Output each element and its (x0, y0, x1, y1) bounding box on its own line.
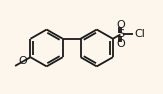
Text: O: O (19, 56, 27, 66)
Text: S: S (117, 30, 124, 39)
Text: O: O (116, 39, 125, 49)
Text: O: O (116, 20, 125, 30)
Text: Cl: Cl (134, 30, 145, 39)
